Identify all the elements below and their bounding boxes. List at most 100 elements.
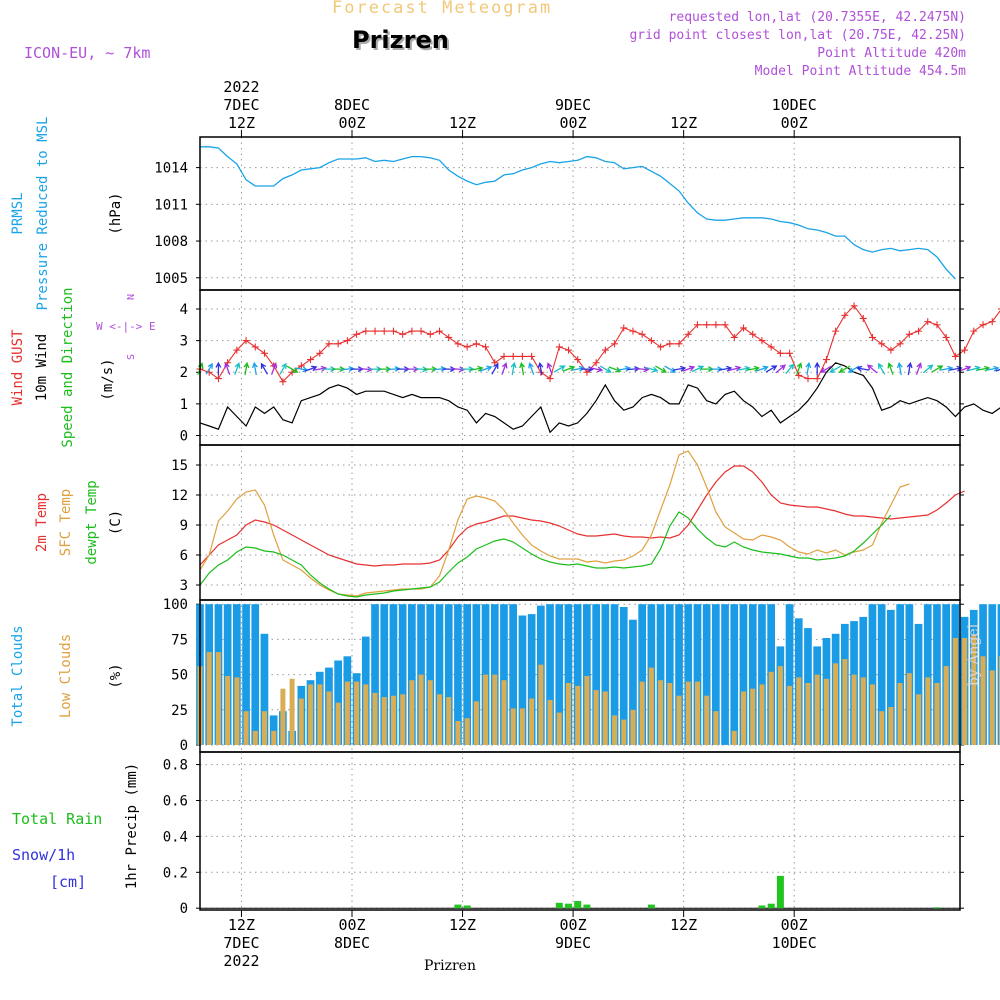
low-cloud-bar [253,731,258,745]
low-cloud-bar [391,696,396,745]
top-tick-label: 12Z [449,114,476,132]
y-tick-label: 4 [180,302,188,318]
gust-marker [814,375,821,382]
series-label: SFC Temp [58,489,74,556]
low-cloud-bar [769,672,774,745]
gust-marker [869,334,876,341]
low-cloud-bar [557,713,562,745]
wind-10m-line [200,363,1000,433]
low-cloud-bar [732,731,737,745]
precip-bar [574,901,581,908]
low-cloud-bar [382,697,387,745]
gust-marker [408,328,415,335]
panel-clouds: 0255075100(%)Total Clouds Low Clouds [10,597,1000,754]
wind-direction-arrow [492,364,498,374]
low-cloud-bar [244,711,249,745]
top-tick-label: 00Z [781,114,808,132]
low-cloud-bar [502,680,507,745]
gust-marker [454,340,461,347]
low-cloud-bar [796,677,801,745]
wind-direction-arrow [547,363,552,374]
gust-marker [528,353,535,360]
bottom-tick-label: 12Z [228,916,255,934]
precip-bar [934,907,941,908]
y-tick-label: 12 [171,488,188,504]
precip-bar [768,904,775,909]
series-label: Wind GUST [10,329,26,405]
legend-snow-unit: [cm] [50,873,86,891]
legend-snow: Snow/1h [12,846,75,864]
gust-marker [344,337,351,344]
low-cloud-bar [686,682,691,745]
low-cloud-bar [354,682,359,745]
low-cloud-bar [760,684,765,745]
gust-marker [952,353,959,360]
gust-marker [777,350,784,357]
low-cloud-bar [538,665,543,745]
y-axis-label: 1hr Precip (mm) [124,763,140,889]
gust-marker [639,331,646,338]
compass-we: W <-|-> E [96,320,156,333]
wind-direction-arrow [244,363,249,375]
wind-direction-arrow [262,364,268,374]
y-tick-label: 2 [180,365,188,381]
y-tick-label: 0 [180,429,188,445]
y-axis-label: (%) [108,663,124,688]
low-cloud-bar [483,675,488,745]
y-axis-label: (hPa) [108,192,124,234]
bottom-tick-label: 2022 [223,952,259,970]
low-cloud-bar [852,675,857,745]
low-cloud-bar [833,663,838,745]
low-cloud-bar [327,692,332,746]
gust-marker [805,375,812,382]
gust-marker [390,328,397,335]
y-tick-label: 50 [171,668,188,684]
wind-direction-arrow [235,363,240,374]
gust-marker [629,328,636,335]
series-label: 2m Temp [34,493,50,552]
low-cloud-bar [336,703,341,745]
y-tick-label: 0 [180,901,188,917]
legend-total-rain: Total Rain [12,810,102,828]
low-cloud-bar [898,683,903,745]
low-cloud-bar [409,680,414,745]
low-cloud-bar [925,677,930,745]
low-cloud-bar [437,694,442,745]
gust-marker [823,356,830,363]
wind-direction-arrow [520,363,525,375]
gust-marker [307,356,314,363]
low-cloud-bar [308,684,313,745]
low-cloud-bar [419,675,424,745]
y-tick-label: 0.4 [163,829,188,845]
top-tick-label: 8DEC [334,96,370,114]
wind-direction-arrow [857,366,869,371]
wind-direction-arrow [932,366,942,372]
top-tick-label: 00Z [338,114,365,132]
bottom-tick-label: 9DEC [555,934,591,952]
wind-direction-arrow [710,367,722,372]
gust-marker [427,331,434,338]
precip-bar [464,906,471,909]
y-tick-label: 15 [171,458,188,474]
low-cloud-bar [373,693,378,745]
low-cloud-bar [584,676,589,745]
low-cloud-bar [566,683,571,745]
low-cloud-bar [824,679,829,745]
low-cloud-bar [548,700,553,745]
top-tick-label: 10DEC [772,96,817,114]
y-tick-label: 1008 [154,234,188,250]
y-tick-label: 0.8 [163,758,188,774]
top-tick-label: 2022 [223,78,259,96]
gust-marker [620,324,627,331]
low-cloud-bar [658,680,663,745]
gust-marker [611,340,618,347]
total-cloud-bar [251,604,259,745]
y-tick-label: 6 [180,548,188,564]
gust-marker [418,328,425,335]
bottom-tick-label: 8DEC [334,934,370,952]
precip-bar [454,905,461,909]
low-cloud-bar [677,696,682,745]
gust-marker [445,334,452,341]
low-cloud-bar [456,721,461,745]
low-cloud-bar [345,682,350,745]
